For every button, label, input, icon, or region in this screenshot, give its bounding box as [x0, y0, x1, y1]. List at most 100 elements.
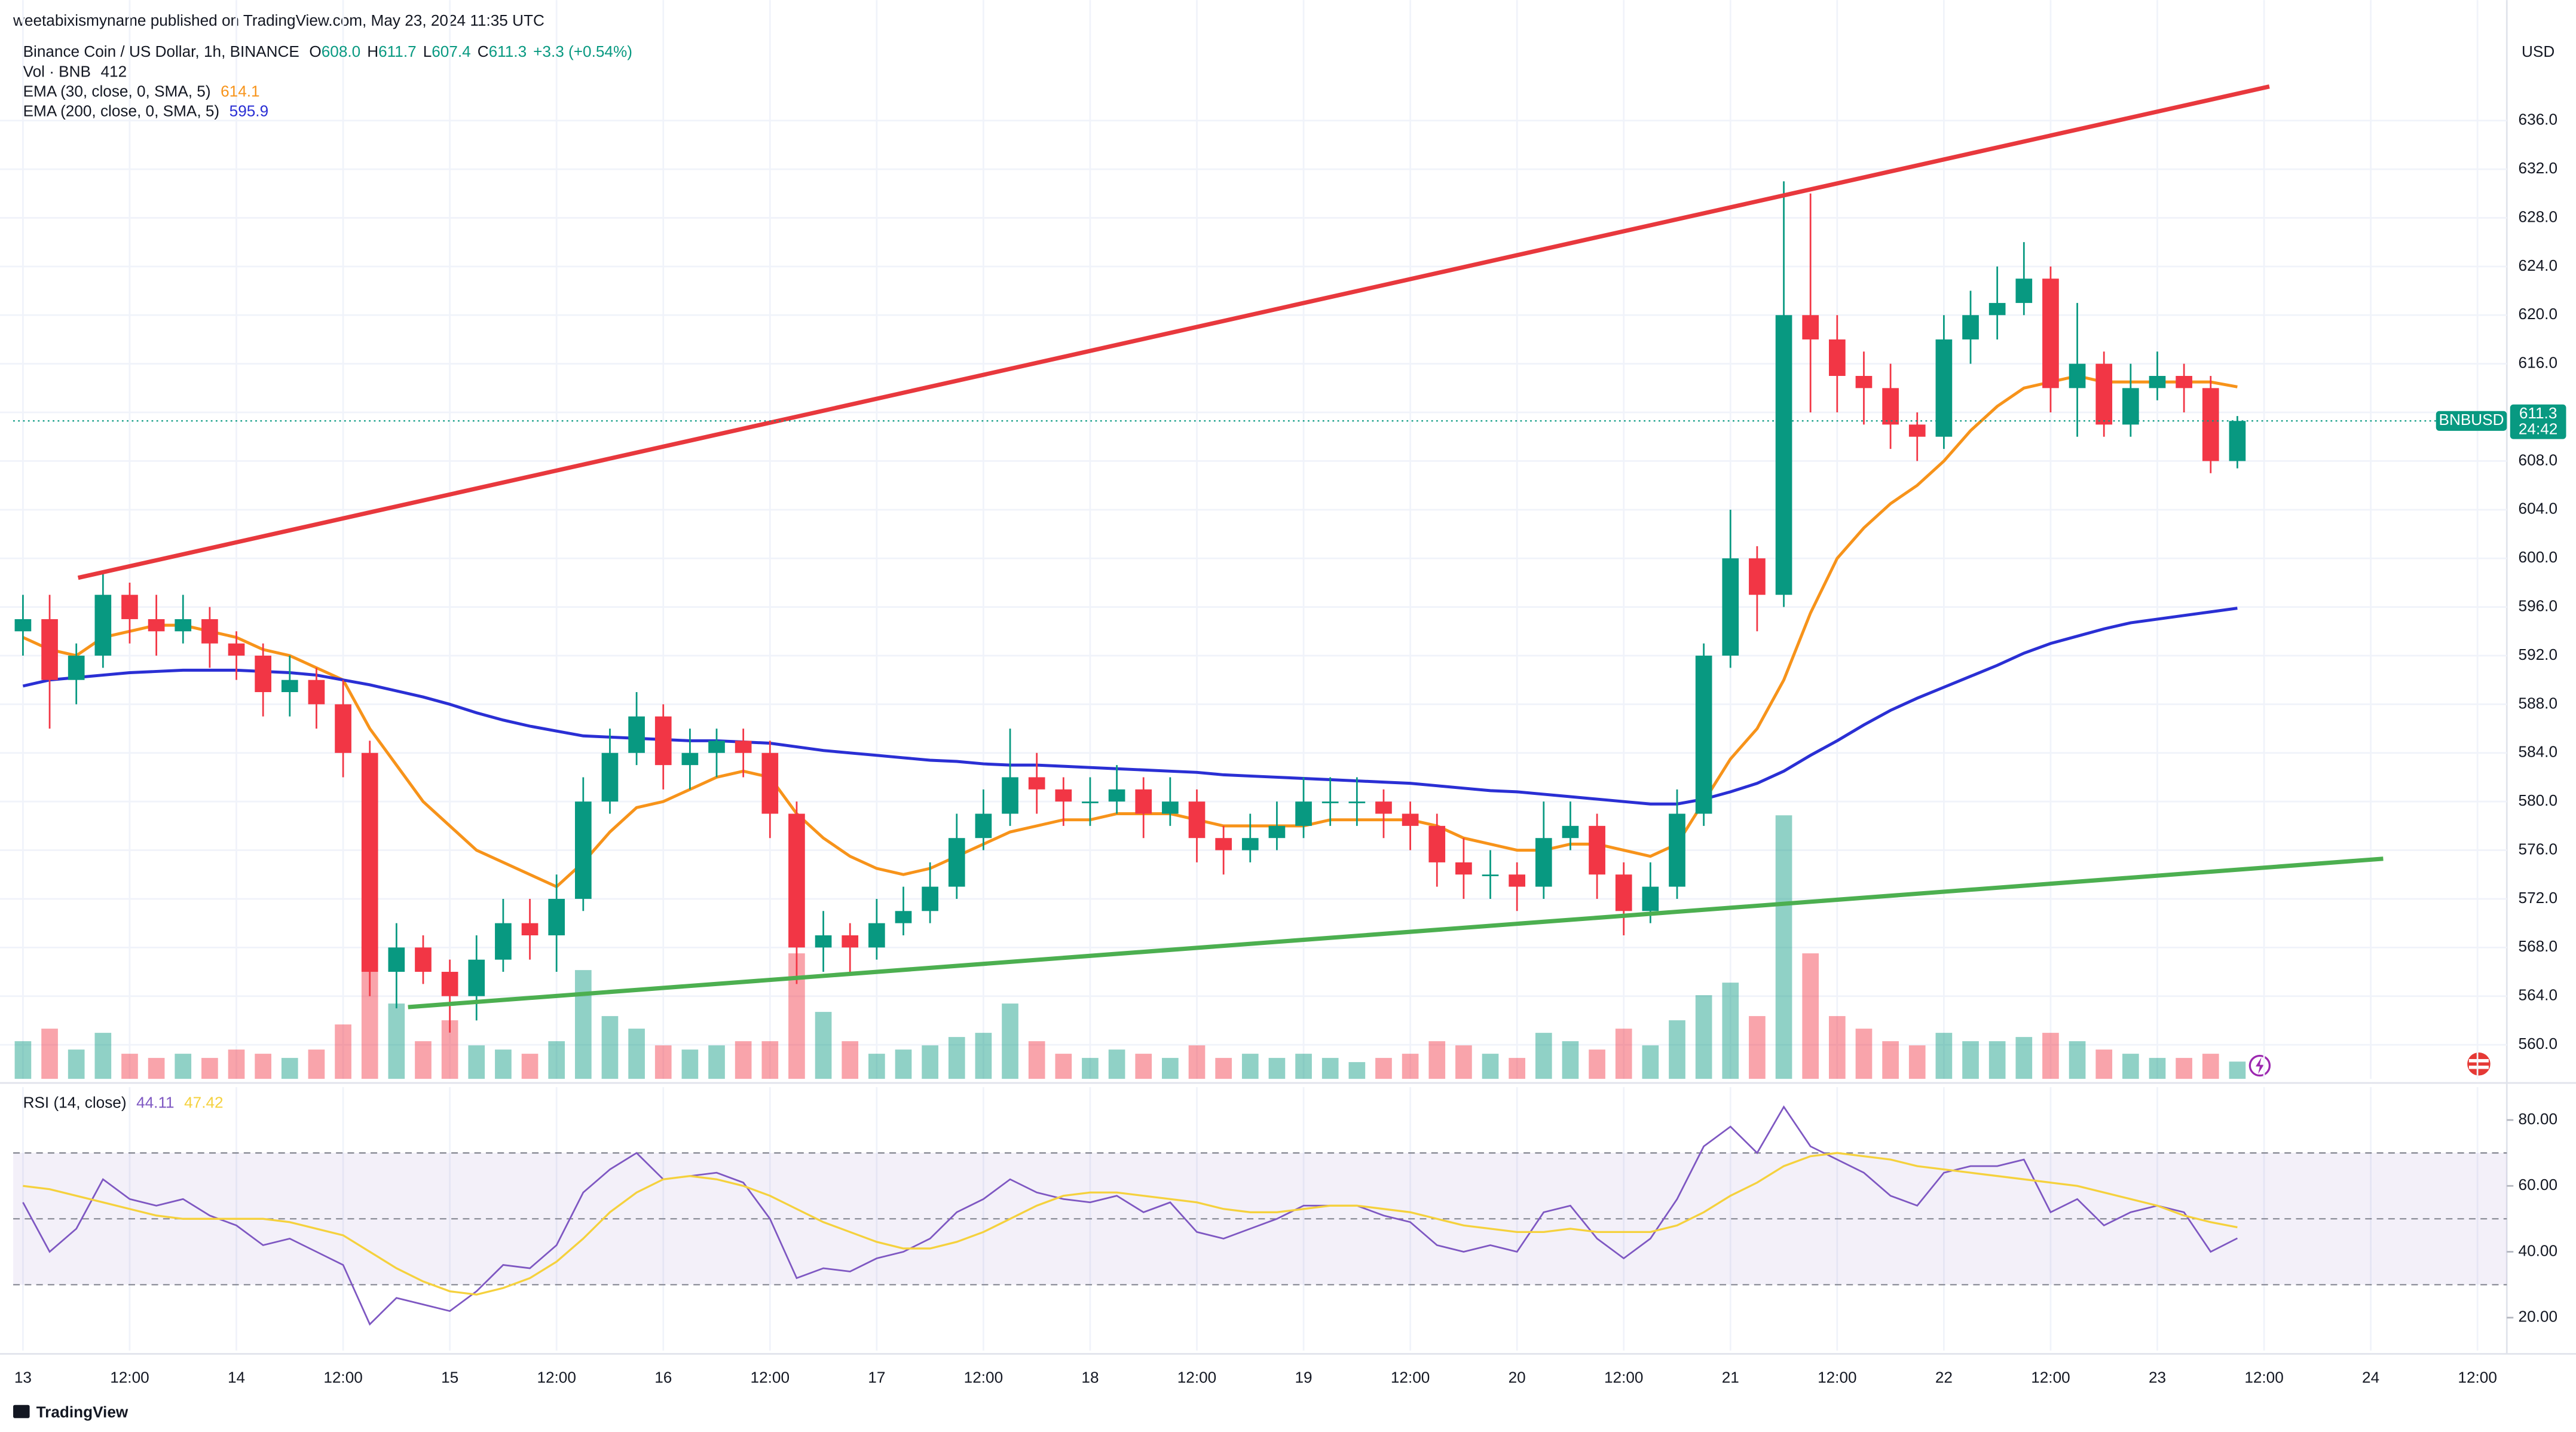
candle-body — [1828, 339, 1846, 376]
candle-body — [148, 619, 165, 632]
symbol-tag-bg — [2436, 411, 2507, 431]
rsi-line — [23, 1152, 2238, 1296]
icon-bolt — [2256, 1057, 2264, 1074]
candle-body — [441, 972, 458, 996]
candle-body — [1615, 874, 1632, 911]
volume-bar — [2149, 1058, 2166, 1079]
candle-body — [2042, 279, 2059, 388]
volume-bar — [41, 1029, 58, 1079]
candle-body — [601, 752, 619, 802]
volume-bar — [1722, 983, 1739, 1079]
volume-bar — [1348, 1062, 1366, 1079]
candle-body — [1509, 874, 1526, 887]
candle-body — [2149, 375, 2166, 388]
candle-body — [468, 959, 485, 996]
volume-bar — [922, 1045, 938, 1079]
y-tick-label: 596.0 — [2519, 597, 2557, 615]
y-tick-label: 576.0 — [2519, 840, 2557, 858]
legend-value: 44.11 — [136, 1093, 175, 1111]
publisher-note: weetabixismyname published on TradingVie… — [13, 11, 544, 29]
volume-bar — [1055, 1054, 1072, 1079]
y-tick-label: 60.00 — [2519, 1176, 2557, 1194]
y-tick-label: 572.0 — [2519, 889, 2557, 907]
trend-line — [77, 84, 2270, 580]
y-tick-label: 560.0 — [2519, 1035, 2557, 1052]
x-tick-label: 12:00 — [323, 1369, 362, 1387]
volume-bar — [1295, 1054, 1312, 1079]
y-tick-label: 584.0 — [2519, 743, 2557, 761]
volume-bar — [1988, 1041, 2006, 1079]
volume-bar — [708, 1045, 725, 1079]
candle-body — [308, 680, 325, 705]
x-tick-label: 12:00 — [537, 1369, 576, 1387]
candle-body — [361, 752, 378, 972]
candle-body — [41, 619, 58, 680]
x-tick-label: 12:00 — [751, 1369, 790, 1387]
y-tick-label: 20.00 — [2519, 1308, 2557, 1326]
volume-bar — [1215, 1058, 1232, 1079]
ohlc-label: C — [478, 42, 489, 60]
legend-name: EMA (200, close, 0, SMA, 5) — [23, 102, 220, 120]
volume-bar — [975, 1033, 992, 1079]
change: +3.3 (+0.54%) — [533, 42, 632, 60]
candle-body — [1882, 388, 1899, 425]
y-tick-label: 632.0 — [2519, 159, 2557, 177]
candle-body — [94, 595, 112, 656]
volume-bar — [895, 1049, 912, 1079]
y-tick-label: 628.0 — [2519, 207, 2557, 225]
y-tick-label: 616.0 — [2519, 354, 2557, 372]
ohlc-label: L — [423, 42, 432, 60]
ohlc-value: 608.0 — [322, 42, 360, 60]
candle-body — [868, 923, 885, 948]
volume-bar — [14, 1041, 32, 1079]
volume-bar — [1775, 815, 1792, 1079]
candle-body — [1455, 862, 1472, 875]
volume-bar — [415, 1041, 432, 1079]
candle-body — [201, 619, 218, 644]
volume-bar — [1828, 1016, 1846, 1079]
candle-body — [1055, 789, 1072, 802]
candle-body — [1108, 789, 1125, 802]
volume-bar — [948, 1037, 965, 1079]
candle-body — [521, 923, 539, 935]
candle-body — [1775, 315, 1792, 595]
legend-name: EMA (30, close, 0, SMA, 5) — [23, 82, 211, 100]
candle-body — [1669, 813, 1685, 887]
icon-flag-stripe — [2468, 1066, 2489, 1069]
volume-bar — [1321, 1058, 1339, 1079]
x-tick-label: 12:00 — [2244, 1369, 2283, 1387]
volume-bar — [868, 1054, 885, 1079]
y-tick-label: 592.0 — [2519, 645, 2557, 663]
volume-bar — [1642, 1045, 1659, 1079]
x-tick-label: 24 — [2362, 1369, 2379, 1387]
candle-body — [815, 935, 832, 948]
candle-body — [1348, 801, 1366, 803]
y-tick-label: 636.0 — [2519, 111, 2557, 128]
volume-bar — [175, 1054, 192, 1079]
candle-body — [2229, 421, 2246, 461]
volume-bar — [1135, 1054, 1152, 1079]
candle-body — [761, 752, 779, 814]
volume-bar — [1402, 1054, 1419, 1079]
candle-body — [1428, 825, 1446, 862]
lightning-icon — [2248, 1054, 2271, 1077]
trend-line — [408, 856, 2384, 1009]
candle-body — [1321, 801, 1339, 803]
volume-bar — [842, 1041, 859, 1079]
volume-bar — [121, 1054, 138, 1079]
y-tick-label: 564.0 — [2519, 986, 2557, 1004]
y-tick-label: 40.00 — [2519, 1241, 2557, 1259]
volume-bar — [148, 1058, 165, 1079]
candle-body — [948, 838, 965, 887]
candle-body — [2122, 388, 2139, 425]
candle-body — [68, 655, 85, 680]
volume-bar — [2229, 1061, 2246, 1079]
candle-body — [1162, 801, 1179, 814]
volume-bar — [68, 1049, 85, 1079]
volume-bar — [1695, 995, 1712, 1079]
candle-body — [1962, 315, 1979, 339]
x-tick-label: 23 — [2149, 1369, 2166, 1387]
x-tick-label: 12:00 — [2031, 1369, 2070, 1387]
ohlc-label: O — [309, 42, 321, 60]
